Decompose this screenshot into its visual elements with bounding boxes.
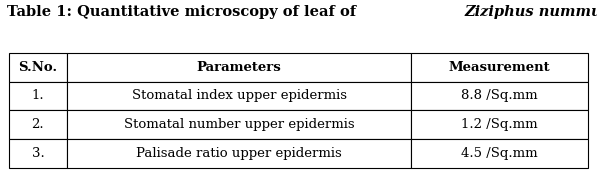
Bar bbox=[9, 53, 67, 81]
Text: 1.2 /Sq.mm: 1.2 /Sq.mm bbox=[461, 118, 538, 131]
Bar bbox=[67, 81, 411, 110]
Bar bbox=[411, 53, 588, 81]
Bar bbox=[411, 110, 588, 139]
Bar bbox=[9, 110, 67, 139]
Text: 4.5 /Sq.mm: 4.5 /Sq.mm bbox=[461, 147, 538, 160]
Text: 3.: 3. bbox=[32, 147, 44, 160]
Text: Table 1: Quantitative microscopy of leaf of: Table 1: Quantitative microscopy of leaf… bbox=[7, 5, 361, 19]
Bar bbox=[9, 81, 67, 110]
Text: Stomatal number upper epidermis: Stomatal number upper epidermis bbox=[124, 118, 355, 131]
Text: 2.: 2. bbox=[32, 118, 44, 131]
Bar bbox=[67, 110, 411, 139]
Text: Stomatal index upper epidermis: Stomatal index upper epidermis bbox=[132, 89, 347, 102]
Text: 1.: 1. bbox=[32, 89, 44, 102]
Bar bbox=[411, 139, 588, 168]
Text: Ziziphus nummularia: Ziziphus nummularia bbox=[464, 5, 597, 19]
Text: S.No.: S.No. bbox=[19, 61, 57, 74]
Bar bbox=[67, 139, 411, 168]
Bar bbox=[67, 53, 411, 81]
Bar bbox=[9, 139, 67, 168]
Text: Parameters: Parameters bbox=[197, 61, 282, 74]
Text: Measurement: Measurement bbox=[449, 61, 550, 74]
Text: 8.8 /Sq.mm: 8.8 /Sq.mm bbox=[461, 89, 538, 102]
Bar bbox=[411, 81, 588, 110]
Text: Palisade ratio upper epidermis: Palisade ratio upper epidermis bbox=[136, 147, 342, 160]
